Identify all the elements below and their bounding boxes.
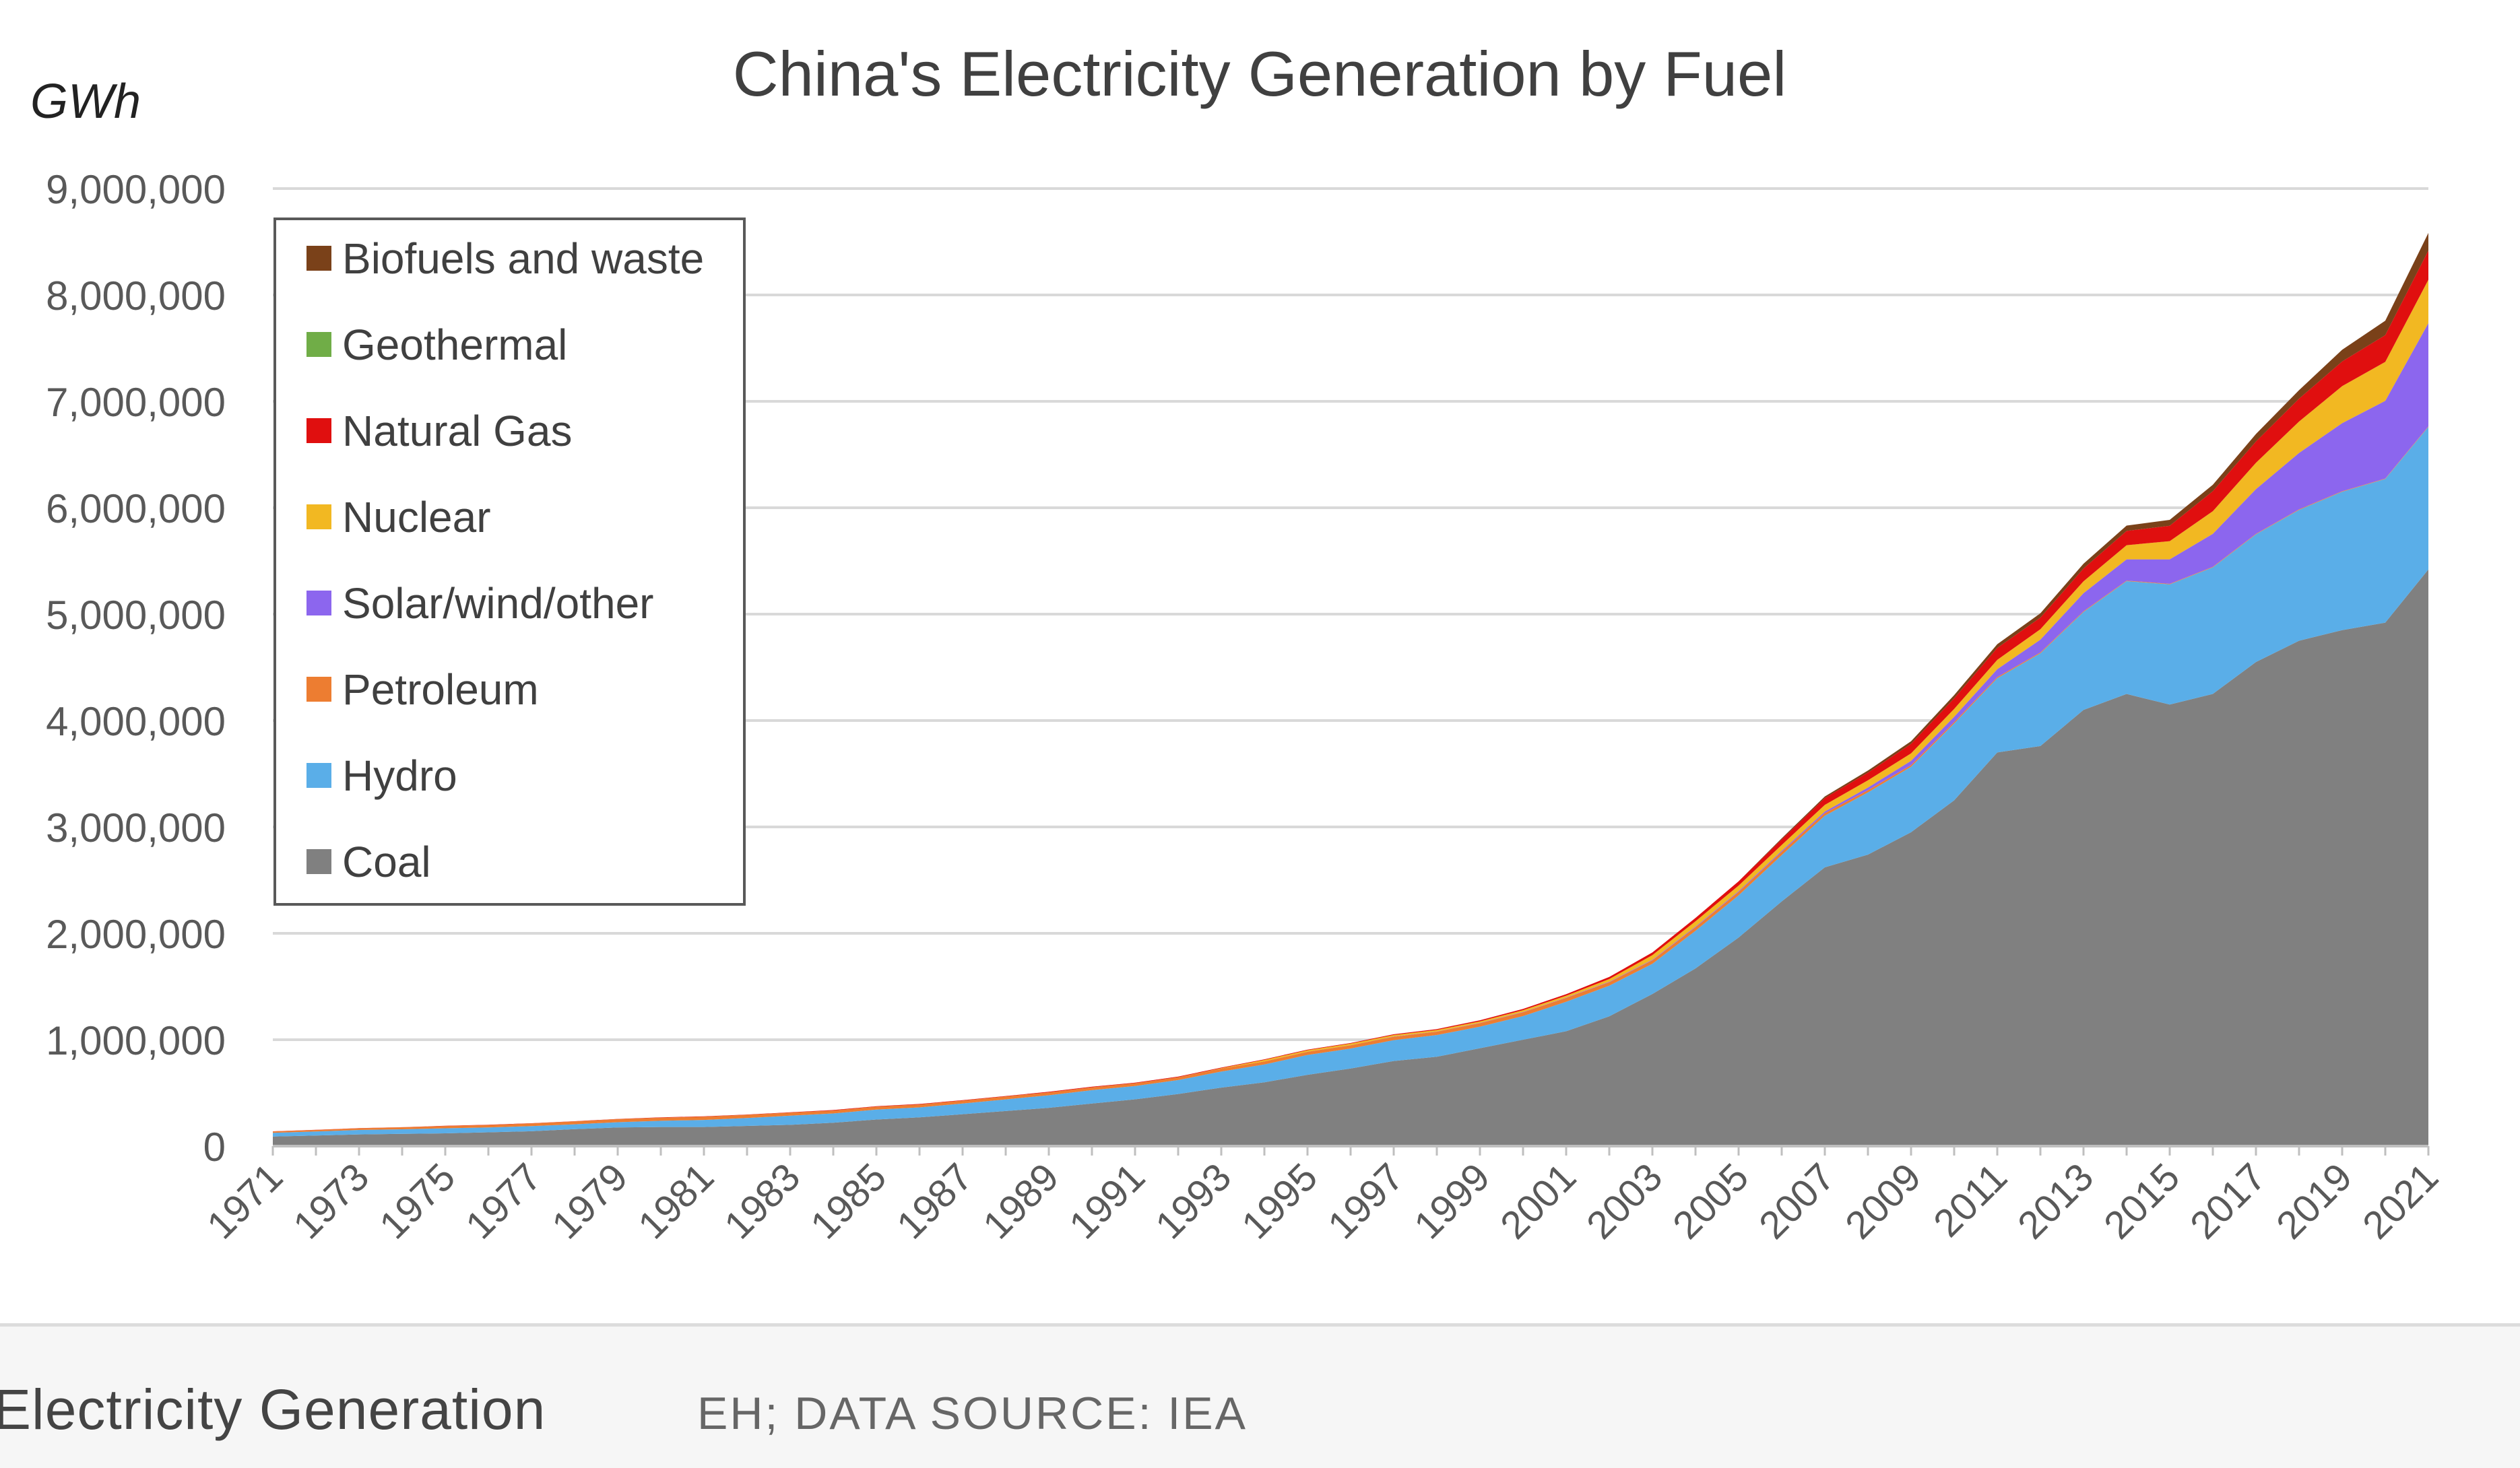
- legend-label-solar-wind-other: Solar/wind/other: [342, 579, 653, 628]
- x-tick-label: 1975: [371, 1155, 463, 1247]
- legend-label-biofuels-and-waste: Biofuels and waste: [342, 234, 704, 283]
- x-tick-label: 1995: [1233, 1155, 1326, 1247]
- legend-swatch-biofuels-and-waste: [306, 246, 331, 271]
- legend-swatch-petroleum: [306, 677, 331, 702]
- legend-label-geothermal: Geothermal: [342, 321, 567, 369]
- x-tick-label: 1987: [889, 1155, 981, 1247]
- x-tick-label: 2001: [1492, 1155, 1584, 1247]
- caption-title: Electricity Generation: [0, 1378, 546, 1441]
- legend-swatch-hydro: [306, 763, 331, 788]
- x-tick-label: 2019: [2268, 1155, 2360, 1247]
- x-tick-label: 1981: [630, 1155, 722, 1247]
- y-tick-label: 7,000,000: [46, 380, 226, 425]
- y-axis-tick-labels: 0 1,000,000 2,000,000 3,000,000 4,000,000 5,0…: [46, 167, 226, 1170]
- legend-swatch-solar-wind-other: [306, 591, 331, 615]
- x-tick-label: 1983: [716, 1155, 808, 1247]
- x-tick-label: 1979: [544, 1155, 636, 1247]
- legend-label-nuclear: Nuclear: [342, 493, 491, 541]
- legend-label-petroleum: Petroleum: [342, 665, 539, 714]
- series-areas: [273, 232, 2428, 1146]
- x-tick-label: 2021: [2354, 1155, 2447, 1247]
- x-tick-label: 2015: [2096, 1155, 2188, 1247]
- legend-label-coal: Coal: [342, 838, 431, 886]
- x-tick-label: 1973: [285, 1155, 377, 1247]
- x-tick-label: 2005: [1665, 1155, 1757, 1247]
- legend-label-natural-gas: Natural Gas: [342, 407, 572, 455]
- legend-swatch-geothermal: [306, 332, 331, 357]
- x-tick-label: 2011: [1925, 1155, 2015, 1245]
- x-tick-label: 1985: [802, 1155, 895, 1247]
- y-tick-label: 0: [203, 1125, 226, 1170]
- x-tick-label: 2009: [1837, 1155, 1929, 1247]
- x-tick-label: 2017: [2182, 1155, 2274, 1247]
- x-tick-label: 2003: [1578, 1155, 1671, 1247]
- area-coal: [273, 569, 2428, 1146]
- x-tick-label: 1989: [975, 1155, 1067, 1247]
- y-tick-label: 6,000,000: [46, 486, 226, 531]
- x-tick-label: 1997: [1320, 1155, 1412, 1247]
- y-tick-label: 4,000,000: [46, 699, 226, 744]
- y-tick-label: 1,000,000: [46, 1018, 226, 1063]
- x-tick-label: 1999: [1406, 1155, 1498, 1247]
- caption-bar: [0, 1323, 2520, 1468]
- stacked-area-chart: China's Electricity Generation by Fuel G…: [30, 38, 2447, 1247]
- legend-swatch-natural-gas: [306, 418, 331, 443]
- y-tick-label: 8,000,000: [46, 273, 226, 319]
- legend: Biofuels and waste Geothermal Natural Gas N…: [273, 218, 746, 906]
- x-tick-label: 1977: [457, 1155, 550, 1247]
- chart-title: China's Electricity Generation by Fuel: [733, 38, 1786, 109]
- y-tick-label: 5,000,000: [46, 593, 226, 638]
- legend-swatch-coal: [306, 849, 331, 874]
- x-tick-label: 2013: [2009, 1155, 2102, 1247]
- x-tick-label: 2007: [1751, 1155, 1843, 1247]
- caption-source: EH; DATA SOURCE: IEA: [697, 1388, 1248, 1439]
- legend-swatch-nuclear: [306, 504, 331, 529]
- y-axis-unit-label: GWh: [30, 75, 141, 129]
- legend-label-hydro: Hydro: [342, 752, 457, 800]
- y-tick-label: 2,000,000: [46, 912, 226, 957]
- x-tick-label: 1991: [1061, 1155, 1153, 1247]
- x-tick-label: 1993: [1147, 1155, 1239, 1247]
- legend-box: [273, 218, 746, 906]
- x-axis: 1971197319751977197919811983198519871989…: [199, 1145, 2447, 1247]
- y-tick-label: 9,000,000: [46, 167, 226, 212]
- y-tick-label: 3,000,000: [46, 805, 226, 850]
